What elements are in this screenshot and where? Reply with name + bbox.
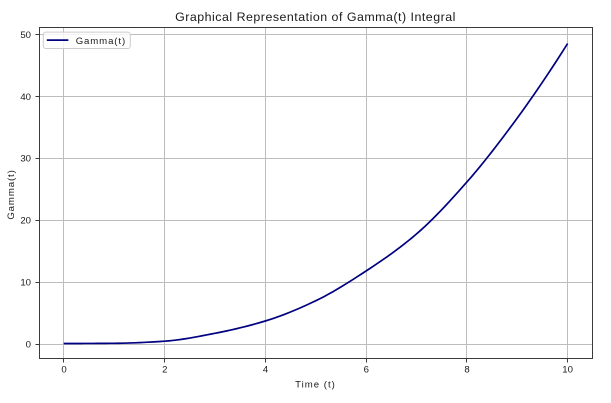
svg-text:8: 8: [464, 365, 469, 376]
svg-text:Graphical Representation of Ga: Graphical Representation of Gamma(t) Int…: [175, 10, 456, 24]
svg-text:30: 30: [20, 154, 31, 165]
svg-text:0: 0: [26, 340, 31, 351]
svg-text:20: 20: [20, 216, 31, 227]
svg-text:2: 2: [162, 365, 167, 376]
svg-text:4: 4: [263, 365, 269, 376]
svg-text:50: 50: [20, 30, 31, 41]
svg-text:Gamma(t): Gamma(t): [6, 169, 17, 219]
svg-text:6: 6: [364, 365, 369, 376]
svg-text:Time (t): Time (t): [295, 380, 336, 391]
svg-text:10: 10: [20, 278, 31, 289]
svg-text:Gamma(t): Gamma(t): [76, 36, 126, 47]
svg-text:10: 10: [562, 365, 573, 376]
svg-text:40: 40: [20, 92, 31, 103]
svg-text:0: 0: [61, 365, 66, 376]
